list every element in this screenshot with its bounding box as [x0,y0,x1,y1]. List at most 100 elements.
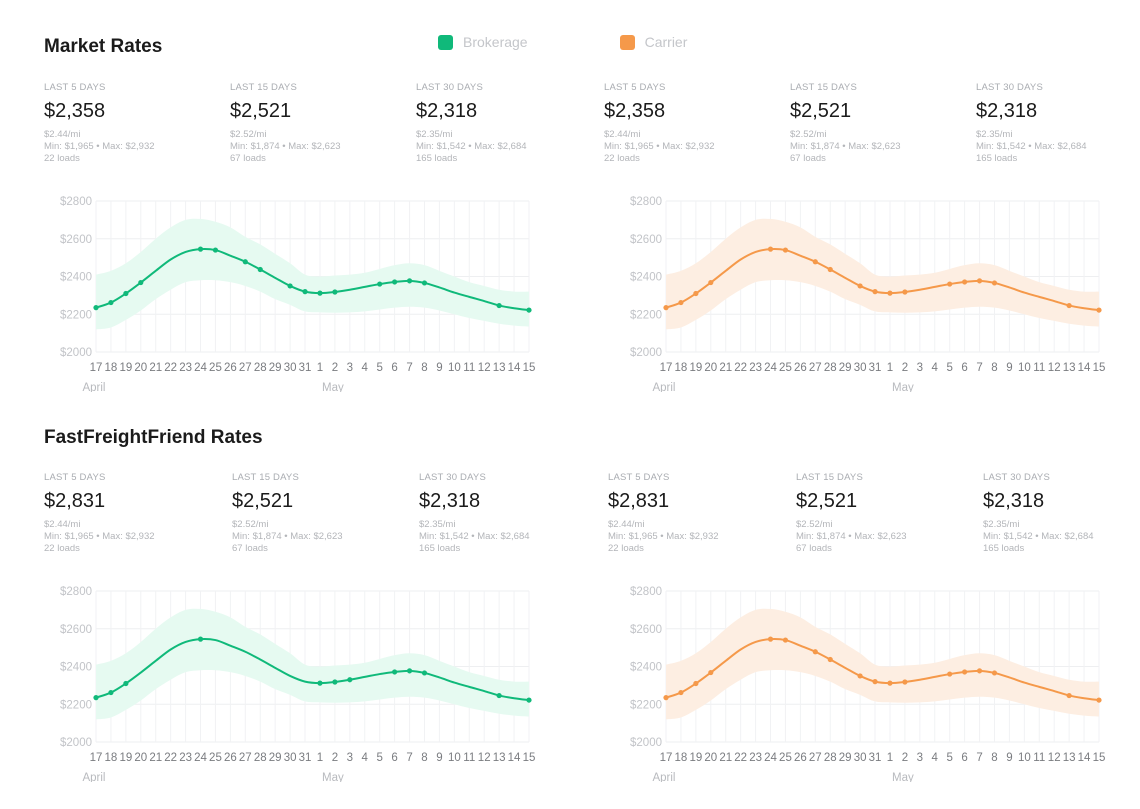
x-tick-label: 1 [317,362,323,374]
legend-item-brokerage[interactable]: Brokerage [438,34,528,50]
stat-loads: 67 loads [232,543,268,554]
x-tick-label: 20 [134,362,147,374]
x-tick-label: 18 [105,752,118,764]
stat-per-mile: $2.52/mi [790,129,827,140]
stat-block: LAST 15 DAYS $2,521 $2.52/mi Min: $1,874… [230,82,405,165]
stat-value: $2,521 [230,100,292,122]
stat-period: LAST 15 DAYS [790,82,857,93]
x-month-label: May [322,772,344,782]
stat-range: Min: $1,965 • Max: $2,932 [608,531,719,542]
stat-loads: 165 loads [416,153,458,164]
x-tick-label: 8 [991,362,997,374]
x-tick-label: 9 [1006,752,1012,764]
data-point [392,279,398,285]
stat-range: Min: $1,542 • Max: $2,684 [416,141,527,152]
y-tick-label: $2000 [60,347,92,359]
x-tick-label: 15 [1093,752,1106,764]
data-point [902,679,908,685]
x-tick-label: 28 [824,752,837,764]
data-point [1066,302,1072,309]
x-tick-label: 24 [764,362,777,374]
stat-meta: $2.52/mi Min: $1,874 • Max: $2,623 67 lo… [790,129,965,165]
x-tick-label: 15 [523,362,536,374]
x-tick-label: 8 [421,362,427,374]
data-point [123,680,129,687]
data-point [421,670,428,676]
data-point [526,697,532,703]
x-tick-label: 29 [269,752,282,764]
stat-meta: $2.44/mi Min: $1,965 • Max: $2,932 22 lo… [44,519,219,555]
x-tick-label: 8 [421,752,427,764]
x-tick-label: 10 [1018,362,1031,374]
x-tick-label: 13 [493,362,506,374]
y-tick-label: $2400 [60,662,92,674]
data-point [827,266,833,273]
data-point [287,283,293,289]
x-tick-label: 17 [660,752,673,764]
legend-item-carrier[interactable]: Carrier [619,34,687,50]
x-tick-label: 10 [1018,752,1031,764]
x-tick-label: 23 [179,362,192,374]
stat-loads: 67 loads [230,153,266,164]
data-point [496,302,502,309]
x-tick-label: 4 [932,362,939,374]
x-tick-label: 28 [254,362,267,374]
data-point [377,281,383,287]
stat-per-mile: $2.35/mi [983,519,1020,530]
stat-loads: 165 loads [983,543,1025,554]
legend-label-brokerage: Brokerage [463,34,528,50]
x-tick-label: 21 [719,362,732,374]
data-point [827,656,833,663]
stat-block: LAST 15 DAYS $2,521 $2.52/mi Min: $1,874… [790,82,965,165]
y-tick-label: $2200 [60,309,92,321]
chart-fff-brokerage: $2000 $2200 $2400 $2600 $2800 17 18 19 20 21 22 23 2… [44,582,584,782]
x-month-label: May [892,772,914,782]
data-point [782,637,789,643]
x-month-label: April [652,772,675,782]
data-point [496,692,502,699]
x-tick-label: 2 [332,752,338,764]
series-line [95,637,530,702]
x-tick-label: 7 [976,362,982,374]
y-tick-label: $2000 [630,347,662,359]
chart-legend: Brokerage Carrier [438,34,779,50]
data-point [767,636,774,642]
x-tick-label: 18 [105,362,118,374]
stat-range: Min: $1,965 • Max: $2,932 [604,141,715,152]
stat-meta: $2.44/mi Min: $1,965 • Max: $2,932 22 lo… [604,129,779,165]
data-point [93,305,99,311]
y-tick-label: $2600 [60,234,92,246]
x-tick-label: 17 [90,362,103,374]
x-tick-label: 12 [478,752,491,764]
data-point [812,649,818,655]
x-tick-label: 28 [824,362,837,374]
x-tick-label: 22 [164,752,177,764]
stat-per-mile: $2.44/mi [44,129,81,140]
x-tick-label: 1 [887,362,893,374]
x-tick-label: 21 [149,362,162,374]
data-point [406,278,413,284]
chart-market-carrier: $2000 $2200 $2400 $2600 $2800 17 18 19 20 21 22 23 2… [614,192,1140,392]
x-tick-label: 17 [90,752,103,764]
stat-period: LAST 15 DAYS [232,472,299,483]
chart-fff-carrier: $2000 $2200 $2400 $2600 $2800 17 18 19 20 21 22 23 2… [614,582,1140,782]
data-point [197,246,204,252]
stat-value: $2,521 [796,490,858,512]
stat-value: $2,318 [976,100,1038,122]
x-tick-label: 30 [284,752,297,764]
x-month-label: April [82,382,105,392]
data-point [108,299,114,306]
x-tick-label: 4 [362,752,369,764]
x-tick-label: 22 [734,362,747,374]
x-tick-label: 14 [1078,752,1091,764]
x-tick-label: 19 [689,362,702,374]
legend-swatch-carrier [619,34,635,50]
data-point [108,689,114,696]
confidence-band [96,608,529,720]
legend-swatch-brokerage [438,34,453,50]
x-tick-label: 21 [149,752,162,764]
data-point [991,280,998,286]
x-tick-label: 11 [463,362,475,374]
stat-range: Min: $1,542 • Max: $2,684 [983,531,1094,542]
